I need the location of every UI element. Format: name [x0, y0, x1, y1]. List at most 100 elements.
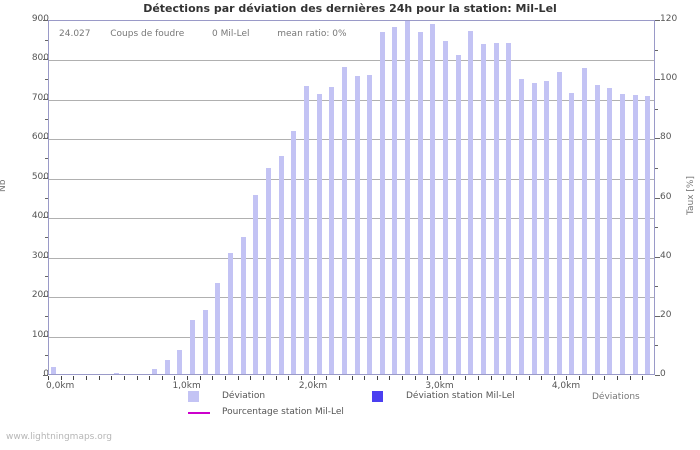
bar	[632, 95, 638, 374]
legend-swatch-pourcentage-station	[188, 412, 210, 414]
x-axis-tickmark	[402, 376, 404, 380]
y-axis-right-tick-label: 40	[660, 250, 672, 261]
x-axis-tickmark	[579, 376, 581, 380]
y-axis-left-tick-label: 200	[31, 290, 49, 301]
bar	[114, 373, 120, 374]
bar	[544, 81, 550, 374]
x-axis-tickmark	[503, 376, 505, 380]
y-axis-right-tickmark	[655, 315, 660, 317]
x-axis-tickmark	[85, 376, 87, 380]
y-axis-left-tick-label: 800	[31, 53, 49, 64]
bar	[341, 67, 347, 374]
x-axis-tickmark	[465, 376, 467, 380]
y-axis-left-tick-label: 700	[31, 92, 49, 103]
gridline	[49, 337, 654, 338]
y-axis-left-tickmark	[43, 217, 48, 219]
x-axis-tickmark	[591, 376, 593, 380]
x-axis-tickmark	[566, 376, 568, 380]
bar	[190, 319, 196, 374]
x-axis-tickmark	[553, 376, 555, 380]
y-axis-right-tick-label: 20	[660, 309, 672, 320]
bar	[417, 31, 423, 374]
plot-area: 24.027 Coups de foudre 0 Mil-Lel mean ra…	[48, 20, 655, 375]
y-axis-right-tickmark	[655, 256, 660, 258]
y-axis-left-tick-label: 400	[31, 211, 49, 222]
bar	[455, 54, 461, 374]
x-axis-tickmark	[174, 376, 176, 380]
x-axis-tickmark	[313, 376, 315, 380]
x-axis-tickmark	[237, 376, 239, 380]
x-axis-tick-label: 2,0km	[298, 381, 328, 391]
bar	[620, 93, 626, 374]
x-axis-tickmark	[60, 376, 62, 380]
gridline	[49, 139, 654, 140]
bar	[556, 72, 562, 374]
plot-annotation: 24.027 Coups de foudre 0 Mil-Lel mean ra…	[59, 29, 347, 39]
bar	[303, 86, 309, 374]
x-axis-tickmark	[161, 376, 163, 380]
y-axis-right-tick-label: 0	[660, 369, 666, 379]
bar	[506, 43, 512, 374]
bar	[518, 78, 524, 374]
gridline	[49, 60, 654, 61]
x-axis-tickmark	[338, 376, 340, 380]
bar	[291, 131, 297, 374]
bar	[594, 84, 600, 374]
y-axis-left-tick-label: 500	[31, 171, 49, 182]
y-axis-right-tickmark	[655, 375, 660, 376]
y-axis-left-tickmark	[43, 59, 48, 61]
x-axis-tickmark	[477, 376, 479, 380]
y-axis-right-minor-tickmark	[655, 108, 658, 110]
bar	[329, 86, 335, 374]
y-axis-right-tickmark	[655, 197, 660, 199]
y-axis-left-tickmark	[43, 335, 48, 337]
bar	[493, 42, 499, 374]
annotation-station-count: 0 Mil-Lel	[212, 29, 250, 39]
x-axis-tickmark	[250, 376, 252, 380]
annotation-count-label: Coups de foudre	[110, 29, 185, 39]
x-axis-tickmark	[225, 376, 227, 380]
annotation-count: 24.027	[59, 29, 91, 39]
legend-label-deviation-station: Déviation station Mil-Lel	[406, 391, 515, 401]
y-axis-left-tickmark	[43, 256, 48, 258]
y-axis-left-title: Nb	[0, 179, 8, 192]
bar	[51, 366, 56, 374]
y-axis-left-tickmark	[43, 138, 48, 140]
y-axis-right-tickmark	[655, 79, 660, 81]
gridline	[49, 100, 654, 101]
y-axis-left-tick-label: 900	[31, 14, 49, 24]
x-axis-tickmark	[300, 376, 302, 380]
y-axis-left-tick-label: 0	[43, 369, 49, 379]
x-axis-tickmark	[629, 376, 631, 380]
gridline	[49, 179, 654, 180]
y-axis-left-minor-tickmark	[45, 39, 48, 41]
bar	[405, 21, 411, 374]
legend-label-pourcentage-station: Pourcentage station Mil-Lel	[222, 407, 344, 417]
y-axis-right-minor-tickmark	[655, 286, 658, 288]
x-axis-tickmark	[452, 376, 454, 380]
x-axis-tickmark	[187, 376, 189, 380]
x-axis-tick-label: 4,0km	[551, 381, 581, 391]
x-axis-title: Déviations	[592, 392, 640, 402]
y-axis-left-tick-label: 100	[31, 329, 49, 340]
bar-series-deviation	[49, 21, 654, 374]
bar	[607, 88, 613, 374]
x-axis-tickmark	[275, 376, 277, 380]
bar	[316, 93, 322, 374]
bar	[443, 40, 449, 374]
legend-swatch-deviation-station	[372, 391, 383, 402]
bar	[531, 83, 537, 374]
y-axis-right-tickmark	[655, 20, 660, 21]
y-axis-left-tickmark	[43, 375, 48, 376]
y-axis-right-minor-tickmark	[655, 49, 658, 51]
x-axis-tickmark	[48, 376, 49, 380]
y-axis-left-minor-tickmark	[45, 158, 48, 160]
bar	[202, 309, 208, 374]
y-axis-right-tickmark	[655, 138, 660, 140]
x-axis-tick-label: 1,0km	[172, 381, 201, 391]
bar	[392, 26, 398, 374]
bar	[228, 252, 234, 374]
x-axis-tickmark	[136, 376, 138, 380]
x-axis-tickmark	[364, 376, 366, 380]
